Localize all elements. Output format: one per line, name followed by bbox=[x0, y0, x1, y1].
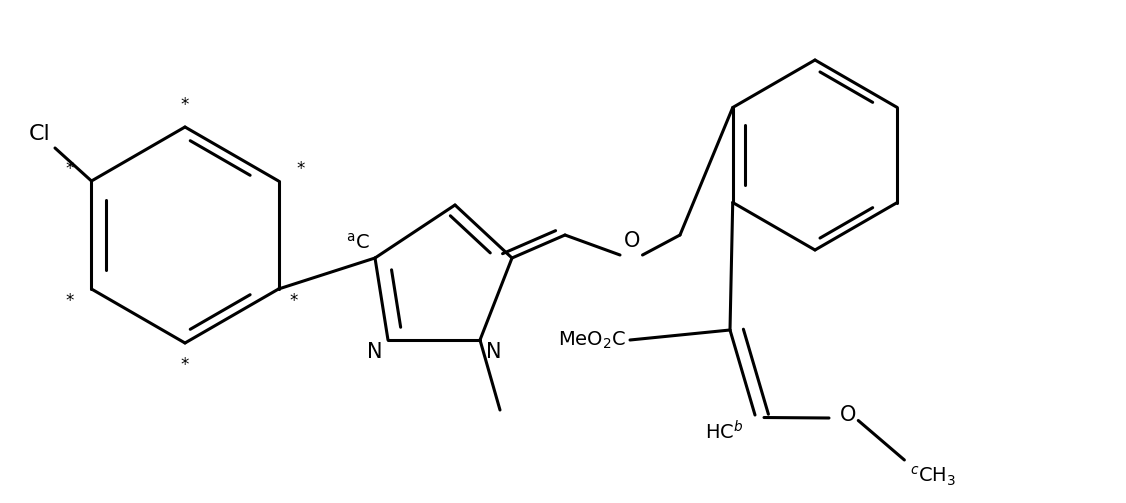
Text: $^c$CH$_3$: $^c$CH$_3$ bbox=[910, 465, 956, 488]
Text: HC$^b$: HC$^b$ bbox=[705, 420, 744, 443]
Text: *: * bbox=[65, 160, 73, 178]
Text: N: N bbox=[367, 342, 383, 362]
Text: MeO$_2$C: MeO$_2$C bbox=[558, 329, 627, 351]
Text: *: * bbox=[181, 356, 189, 374]
Text: N: N bbox=[485, 342, 501, 362]
Text: Cl: Cl bbox=[29, 124, 51, 144]
Text: O: O bbox=[840, 405, 857, 426]
Text: *: * bbox=[296, 160, 305, 178]
Text: $\mathregular{^a}$C: $\mathregular{^a}$C bbox=[346, 233, 369, 253]
Text: *: * bbox=[289, 292, 297, 310]
Text: *: * bbox=[181, 96, 189, 114]
Text: *: * bbox=[65, 292, 73, 310]
Text: O: O bbox=[624, 231, 640, 252]
